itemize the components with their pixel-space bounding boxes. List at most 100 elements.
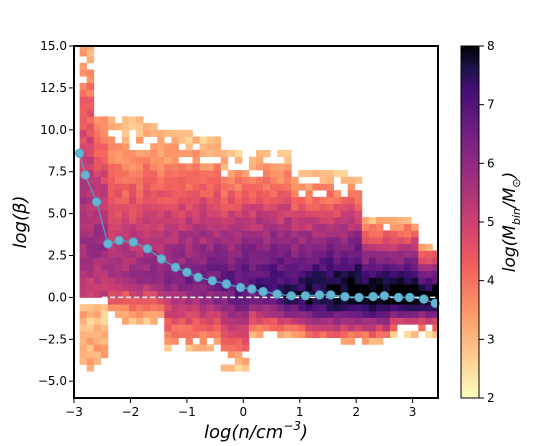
mean-point (193, 272, 203, 282)
heatmap-cell (227, 364, 236, 372)
heatmap-cell (86, 76, 95, 84)
mean-point (207, 276, 218, 286)
heatmap-cell (390, 263, 398, 271)
heatmap-cell (100, 263, 109, 271)
heatmap-cell (143, 156, 151, 164)
heatmap-cell (248, 297, 257, 305)
heatmap-cell (404, 277, 412, 285)
heatmap-cell (340, 210, 349, 218)
heatmap-cell (418, 284, 426, 292)
heatmap-cell (256, 223, 264, 231)
heatmap-cell (248, 324, 257, 332)
heatmap-cell (143, 203, 151, 211)
heatmap-cell (171, 257, 179, 265)
heatmap-cell (79, 310, 88, 318)
heatmap-cell (192, 156, 200, 164)
heatmap-cell (241, 277, 250, 285)
heatmap-cell (248, 290, 257, 298)
heatmap-cell (129, 116, 137, 124)
heatmap-cell (199, 190, 208, 198)
heatmap-cell (185, 216, 193, 225)
heatmap-cell (100, 149, 109, 158)
heatmap-cell (199, 230, 208, 238)
heatmap-cell (361, 216, 370, 225)
heatmap-cell (248, 237, 257, 245)
heatmap-cell (347, 330, 356, 339)
heatmap-cell (206, 324, 215, 332)
heatmap-cell (150, 190, 158, 198)
heatmap-cell (129, 196, 137, 204)
heatmap-cell (256, 230, 264, 238)
heatmap-cell (326, 230, 334, 238)
heatmap-cell (79, 270, 88, 278)
heatmap-cell (185, 170, 193, 178)
heatmap-cell (375, 250, 384, 258)
heatmap-cell (86, 344, 95, 352)
heatmap-cell (291, 176, 299, 184)
heatmap-cell (326, 243, 334, 251)
heatmap-cell (206, 196, 215, 204)
heatmap-cell (375, 297, 384, 305)
y-tick-label: 12.5 (40, 81, 67, 95)
heatmap-cell (114, 223, 123, 231)
heatmap-cell (263, 170, 271, 178)
heatmap-cell (136, 190, 144, 198)
heatmap-cell (136, 237, 144, 245)
heatmap-cell (432, 270, 438, 278)
heatmap-cell (347, 183, 356, 191)
heatmap-cell (164, 129, 172, 137)
heatmap-cell (241, 223, 250, 231)
heatmap-cell (312, 317, 320, 325)
heatmap-cell (382, 257, 391, 265)
heatmap-cell (411, 317, 419, 325)
heatmap-cell (256, 176, 264, 184)
heatmap-cell (241, 250, 250, 258)
heatmap-cell (171, 183, 179, 191)
heatmap-cell (121, 136, 130, 144)
heatmap-cell (375, 324, 384, 332)
heatmap-cell (220, 203, 229, 211)
heatmap-cell (354, 230, 363, 238)
heatmap-cell (93, 183, 102, 191)
heatmap-cell (192, 230, 200, 238)
heatmap-cell (368, 237, 377, 245)
heatmap-cell (100, 284, 109, 292)
heatmap-cell (326, 190, 334, 198)
heatmap-cell (347, 250, 356, 258)
heatmap-cell (284, 190, 292, 198)
heatmap-cell (418, 270, 426, 278)
heatmap-cell (234, 183, 243, 191)
heatmap-cell (397, 277, 405, 285)
heatmap-cell (326, 330, 334, 339)
mean-point (247, 284, 257, 294)
heatmap-cell (333, 190, 342, 198)
heatmap-cell (347, 324, 356, 332)
heatmap-cell (213, 210, 222, 218)
heatmap-cell (93, 324, 102, 332)
heatmap-cell (340, 170, 349, 178)
heatmap-cell (375, 216, 384, 225)
heatmap-cell (213, 216, 222, 225)
heatmap-cell (93, 243, 102, 251)
heatmap-cell (305, 223, 313, 231)
heatmap-cell (347, 230, 356, 238)
heatmap-cell (220, 216, 229, 225)
heatmap-cell (213, 250, 222, 258)
heatmap-cell (192, 317, 200, 325)
colorbar-tick-label: 5 (487, 215, 495, 229)
heatmap-cell (354, 216, 363, 225)
heatmap-cell (326, 183, 334, 191)
heatmap-cell (256, 243, 264, 251)
heatmap-cell (114, 216, 123, 225)
mean-point (354, 292, 364, 303)
heatmap-cell (206, 270, 215, 278)
heatmap-cell (340, 243, 349, 251)
heatmap-cell (432, 257, 438, 265)
mean-point (156, 254, 167, 264)
heatmap-cell (107, 116, 116, 124)
heatmap-cell (241, 196, 250, 204)
heatmap-cell (79, 223, 88, 231)
heatmap-cell (411, 230, 419, 238)
heatmap-cell (354, 304, 363, 312)
heatmap-cell (241, 257, 250, 265)
